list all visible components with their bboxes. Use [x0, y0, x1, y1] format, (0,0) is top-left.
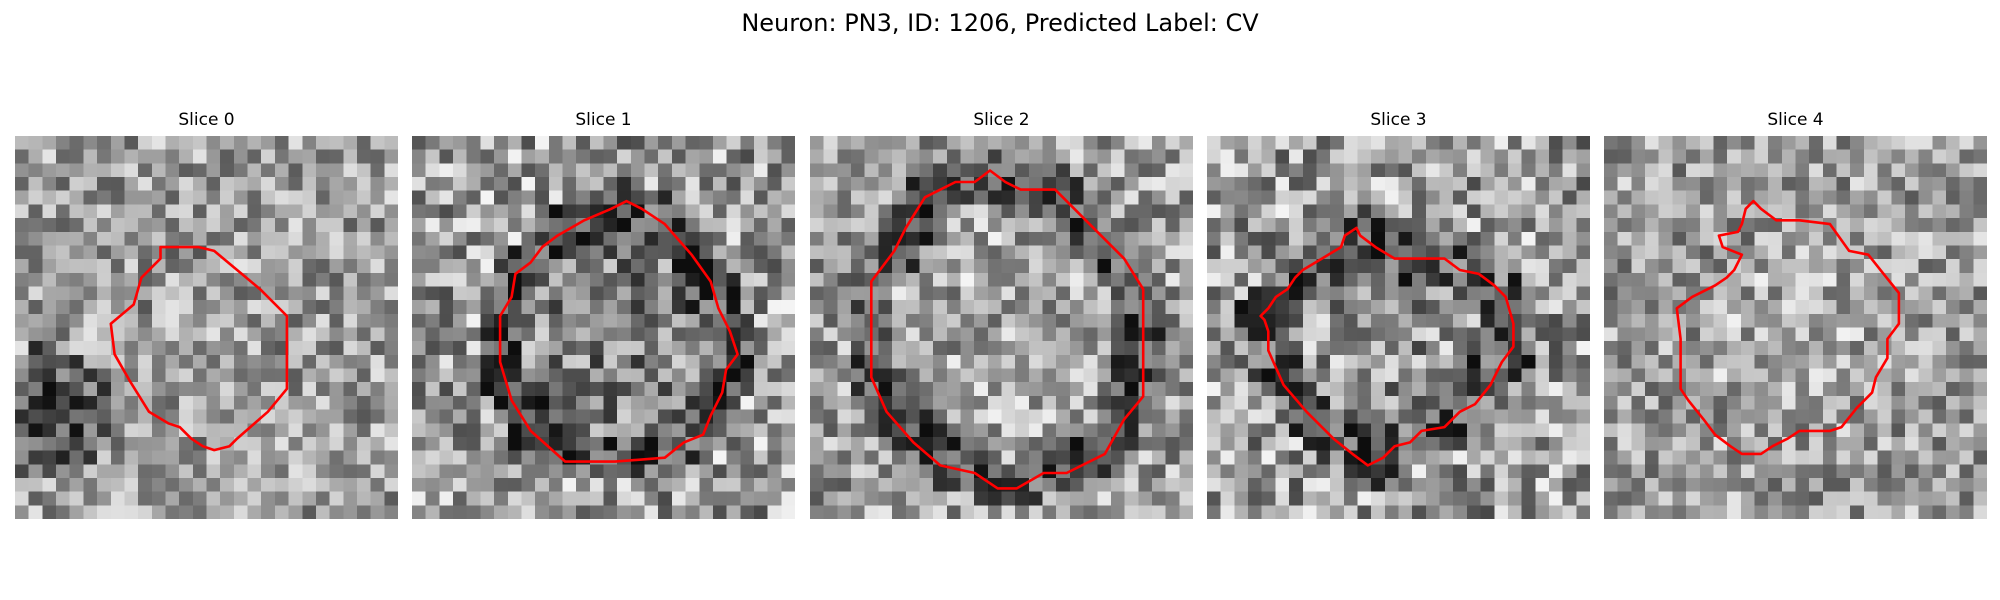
- slice-panel: Slice 3: [1207, 108, 1590, 524]
- slice-panel: Slice 1: [412, 108, 795, 524]
- slice-image: [810, 136, 1193, 519]
- slice-panel: Slice 2: [810, 108, 1193, 524]
- figure-title: Neuron: PN3, ID: 1206, Predicted Label: …: [741, 9, 1259, 37]
- slice-panel: Slice 4: [1604, 108, 1987, 524]
- pixel-grid: [1207, 136, 1590, 519]
- slice-panel: Slice 0: [15, 108, 398, 524]
- pixel-grid: [15, 136, 398, 519]
- slice-image: [412, 136, 795, 519]
- slice-title: Slice 4: [1767, 110, 1824, 130]
- segmentation-outline: [498, 199, 739, 463]
- pixel-grid: [810, 136, 1193, 519]
- slice-image: [1604, 136, 1987, 519]
- segmentation-outline: [1675, 199, 1901, 456]
- segmentation-outline: [109, 245, 289, 452]
- segmentation-outline: [869, 169, 1145, 490]
- slice-title: Slice 2: [973, 110, 1030, 130]
- pixel-grid: [1604, 136, 1987, 519]
- slice-title: Slice 0: [178, 110, 235, 130]
- slice-image: [15, 136, 398, 519]
- slice-image: [1207, 136, 1590, 519]
- pixel-grid: [412, 136, 795, 519]
- slice-title: Slice 3: [1370, 110, 1427, 130]
- segmentation-outline: [1259, 226, 1515, 467]
- slice-title: Slice 1: [575, 110, 632, 130]
